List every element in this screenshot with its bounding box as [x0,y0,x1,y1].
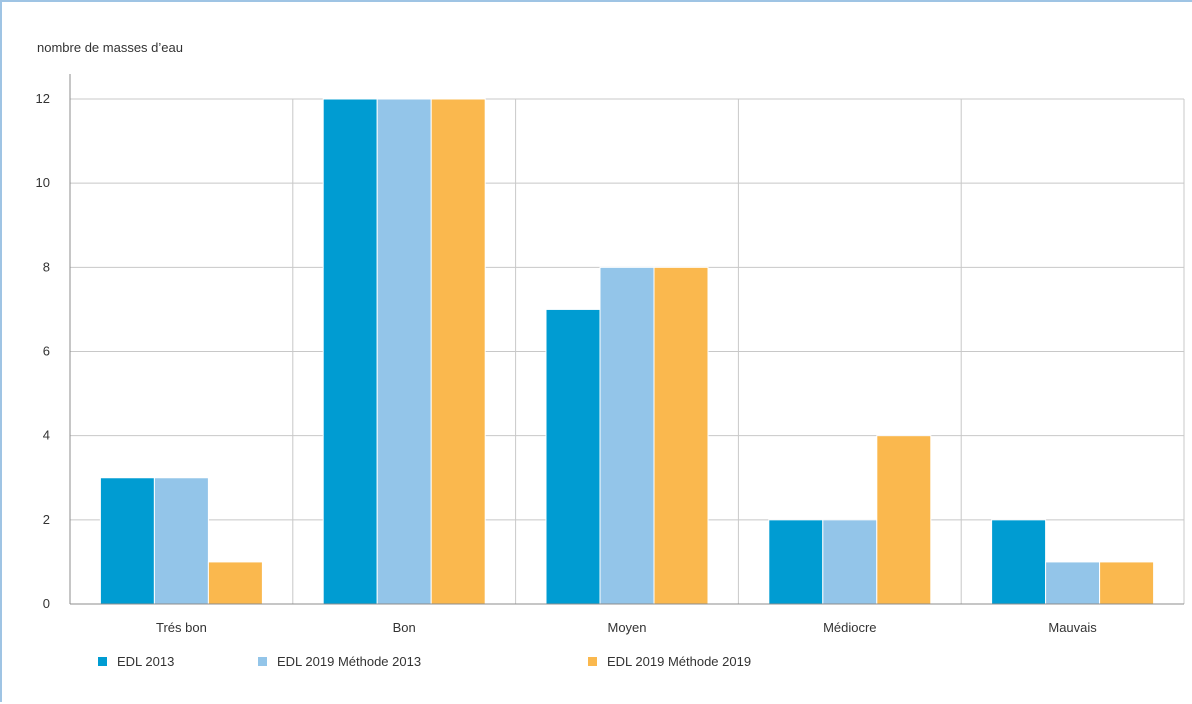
bar [768,519,824,605]
legend-label: EDL 2019 Méthode 2013 [277,654,422,669]
legend-swatch [258,657,267,666]
bar [991,519,1047,605]
bar [430,98,486,605]
bar [207,561,263,605]
legend-swatch [98,657,107,666]
y-tick-label: 12 [36,91,50,106]
legend-item-edl-2013: EDL 2013 [98,654,174,669]
bar [322,98,378,605]
x-category-label: Trés bon [156,620,207,635]
y-tick-labels: 0 2 4 6 8 10 12 [36,91,50,611]
y-tick-label: 10 [36,175,50,190]
bar [1099,561,1155,605]
bar [599,266,655,605]
legend-label: EDL 2013 [117,654,175,669]
legend-swatch [588,657,597,666]
y-axis-label: nombre de masses d’eau [37,40,183,55]
y-tick-label: 0 [43,596,50,611]
y-tick-label: 2 [43,512,50,527]
bar [876,435,932,605]
category-labels: Trés bon Bon Moyen Médiocre Mauvais [156,620,1097,635]
legend-item-edl-2019-methode-2013: EDL 2019 Méthode 2013 [258,654,421,669]
bar [376,98,432,605]
bar [653,266,709,605]
bar [822,519,878,605]
y-tick-label: 4 [43,428,50,443]
y-tick-label: 8 [43,259,50,274]
legend-label: EDL 2019 Méthode 2019 [607,654,752,669]
x-category-label: Bon [393,620,416,635]
y-tick-label: 6 [43,344,50,359]
bars [99,98,1155,605]
axes [69,74,1184,605]
x-category-label: Mauvais [1048,620,1097,635]
bar [153,477,209,605]
bar [1045,561,1101,605]
bar [99,477,155,605]
x-category-label: Médiocre [823,620,876,635]
legend-item-edl-2019-methode-2019: EDL 2019 Méthode 2019 [588,654,751,669]
x-category-label: Moyen [607,620,646,635]
bar [545,308,601,605]
